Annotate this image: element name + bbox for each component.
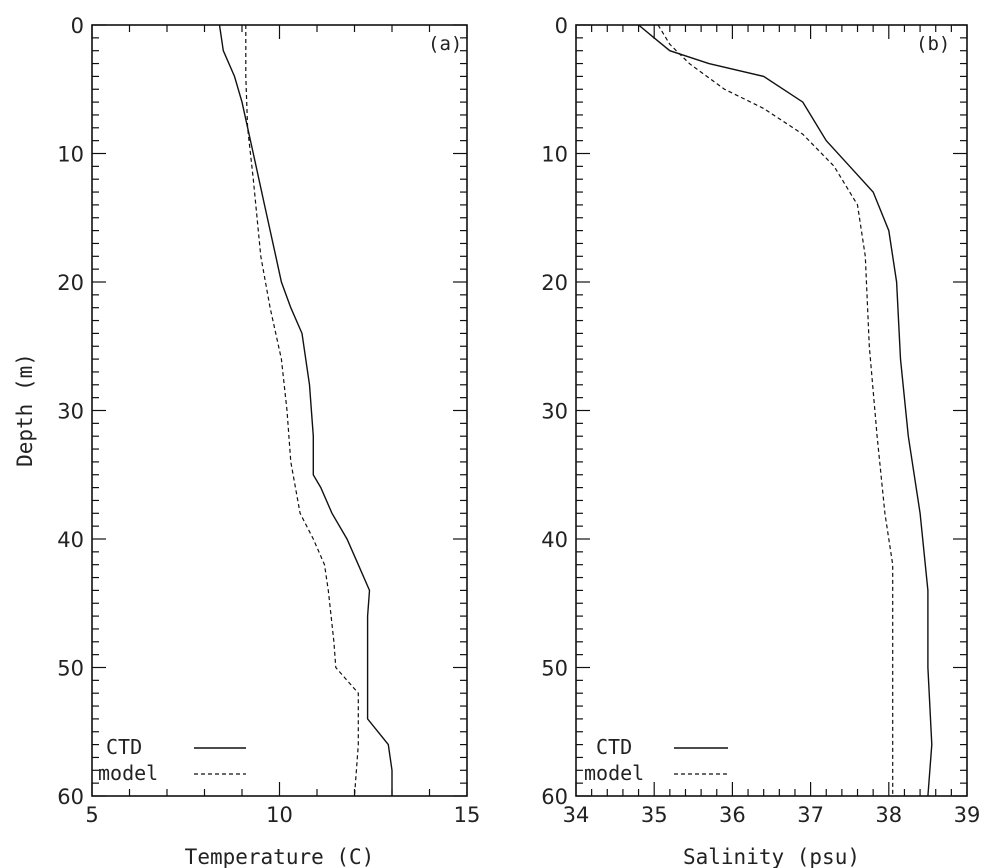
- panel-a-frame: [91, 24, 468, 797]
- y-tick-label: 30: [57, 400, 84, 424]
- x-tick-label: 36: [719, 803, 746, 827]
- panel-b-x-axis-title: Salinity (psu): [683, 845, 860, 868]
- panel-a-ticks: [91, 24, 468, 797]
- panel-a-legend: CTD model: [98, 735, 246, 785]
- panel-a-legend-label-model: model: [98, 761, 158, 785]
- panel-b-series: [638, 24, 933, 797]
- x-tick-label: 5: [85, 803, 98, 827]
- y-tick-label: 0: [555, 14, 568, 38]
- x-tick-label: 34: [563, 803, 590, 827]
- panel-b-legend-label-model: model: [584, 761, 644, 785]
- x-tick-label: 39: [954, 803, 981, 827]
- y-tick-label: 10: [541, 143, 568, 167]
- panel-a-series: [218, 24, 393, 797]
- y-tick-label: 0: [71, 14, 84, 38]
- x-tick-label: 10: [266, 803, 293, 827]
- x-tick-label: 37: [797, 803, 824, 827]
- series-line-ctd: [218, 24, 393, 796]
- panel-b-frame: [575, 24, 968, 797]
- y-tick-label: 50: [541, 657, 568, 681]
- panel-b-tag: (b): [916, 33, 950, 55]
- y-tick-label: 20: [57, 271, 84, 295]
- y-tick-label: 10: [57, 143, 84, 167]
- y-tick-label: 60: [57, 785, 84, 809]
- panel-b-tick-labels: 34 35 36 37 38 39 0 10 20 30 40 50 60: [541, 14, 980, 827]
- panel-salinity: 34 35 36 37 38 39 0 10 20 30 40 50 60 (b) Salinity (…: [541, 14, 980, 868]
- panel-b-ticks: [575, 24, 968, 797]
- panel-a-legend-label-ctd: CTD: [106, 735, 142, 759]
- panel-a-tick-labels: 5 10 15 0 10 20 30 40 50 60: [57, 14, 480, 827]
- panel-b-legend: CTD model: [584, 735, 728, 785]
- x-tick-label: 35: [641, 803, 668, 827]
- x-tick-label: 15: [454, 803, 481, 827]
- y-tick-label: 40: [541, 528, 568, 552]
- y-tick-label: 20: [541, 271, 568, 295]
- y-tick-label: 50: [57, 657, 84, 681]
- panel-temperature: 5 10 15 0 10 20 30 40 50 60 (a) Temperature (C) C…: [57, 14, 480, 868]
- series-line-model: [245, 25, 359, 797]
- y-axis-title: Depth (m): [13, 353, 37, 467]
- x-tick-label: 38: [875, 803, 902, 827]
- panel-b-legend-label-ctd: CTD: [596, 735, 632, 759]
- series-line-ctd: [638, 24, 933, 797]
- y-tick-label: 60: [541, 785, 568, 809]
- panel-a-x-axis-title: Temperature (C): [185, 845, 375, 868]
- panel-a-tag: (a): [428, 33, 462, 55]
- series-line-model: [657, 24, 894, 796]
- y-tick-label: 40: [57, 528, 84, 552]
- y-tick-label: 30: [541, 400, 568, 424]
